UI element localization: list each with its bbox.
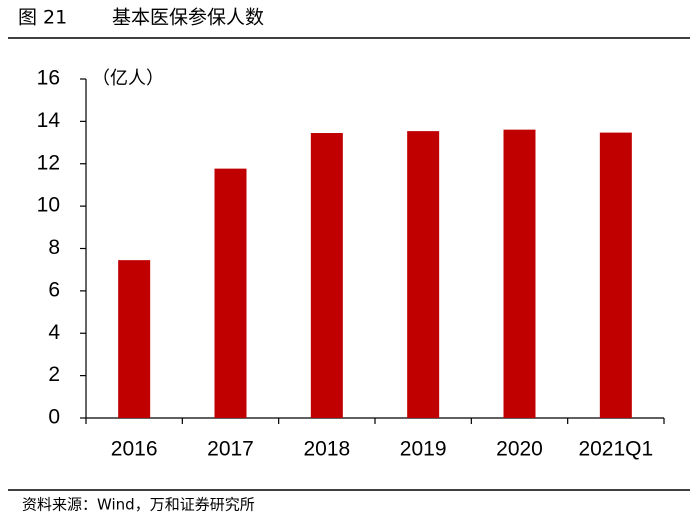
y-tick-label: 12 — [37, 151, 60, 174]
x-tick-label: 2017 — [207, 438, 254, 461]
y-tick-label: 0 — [48, 406, 60, 429]
bar — [407, 131, 440, 418]
y-tick-label: 6 — [48, 278, 60, 301]
chart-title: 基本医保参保人数 — [112, 7, 264, 29]
bar — [503, 129, 536, 418]
bar — [118, 260, 151, 418]
figure-label: 图 21 — [18, 7, 67, 29]
y-tick-label: 16 — [37, 67, 60, 90]
x-tick-label: 2016 — [111, 438, 158, 461]
y-tick-label: 4 — [48, 321, 60, 344]
y-tick-label: 14 — [37, 109, 61, 132]
x-tick-label: 2018 — [303, 438, 350, 461]
y-tick-label: 2 — [48, 363, 60, 386]
x-tick-label: 2021Q1 — [578, 438, 653, 461]
y-tick-label: 8 — [48, 236, 60, 259]
x-tick-label: 2019 — [400, 438, 447, 461]
bar — [310, 133, 343, 418]
source-note: 资料来源：Wind，万和证券研究所 — [22, 496, 255, 514]
x-tick-label: 2020 — [496, 438, 543, 461]
bar — [214, 168, 247, 418]
y-tick-label: 10 — [37, 194, 60, 217]
unit-label: （亿人） — [92, 68, 164, 89]
bar — [599, 132, 632, 418]
